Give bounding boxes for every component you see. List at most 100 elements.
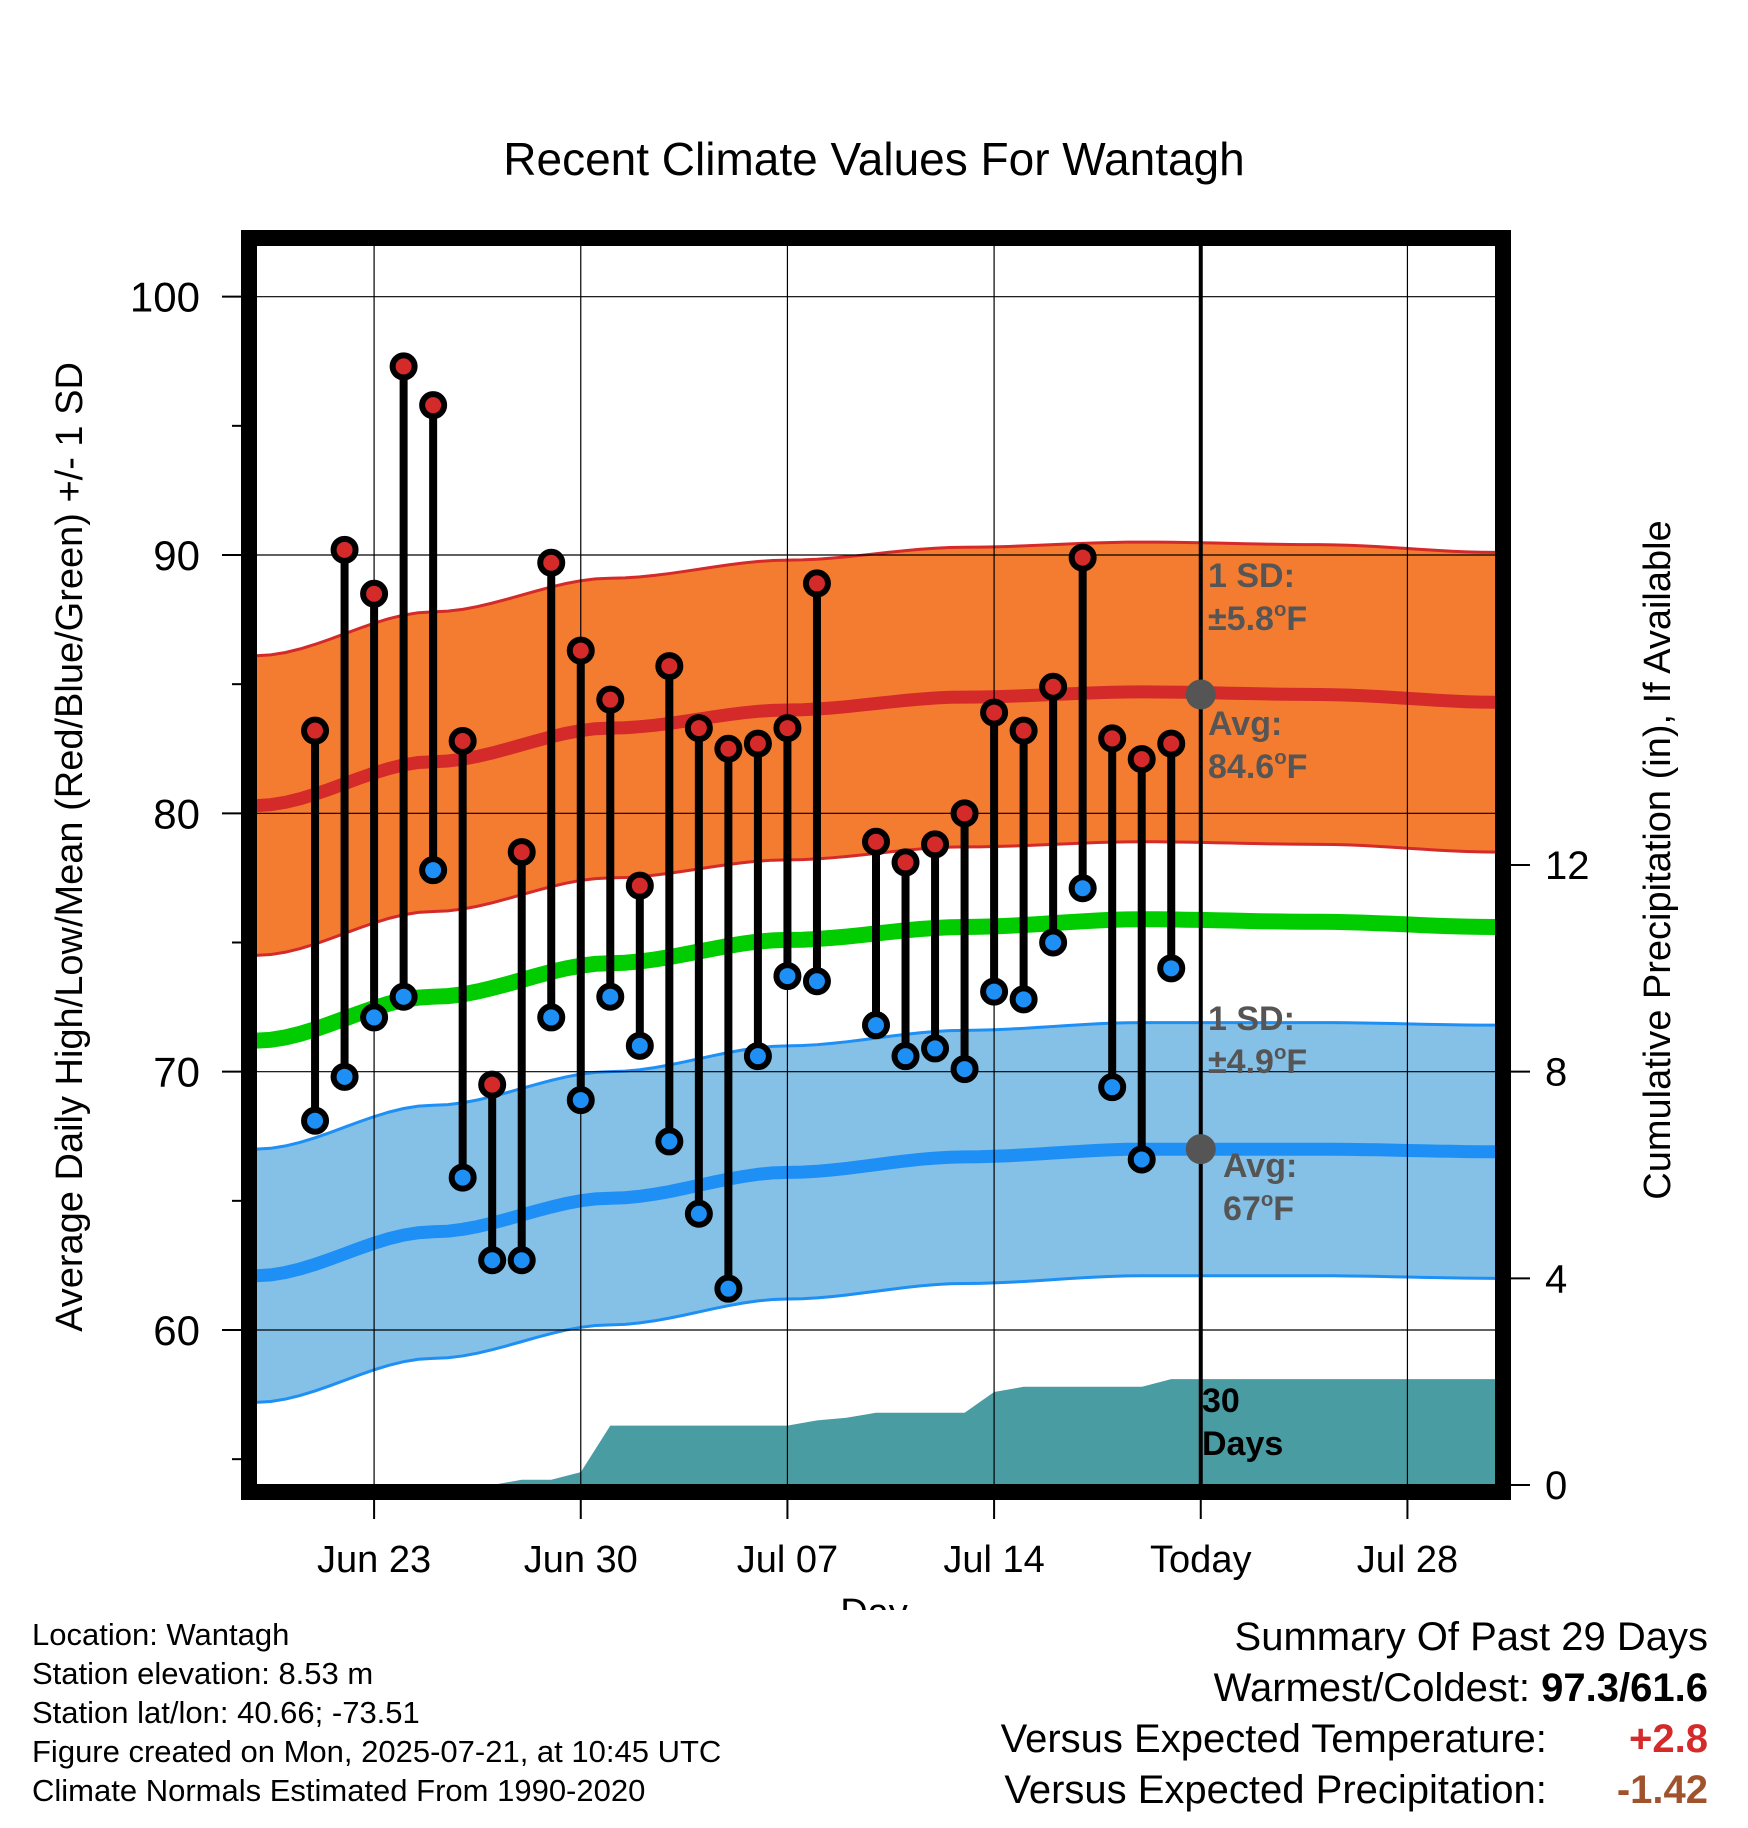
y-axis-label: Average Daily High/Low/Mean (Red/Blue/Gr… — [49, 362, 91, 1332]
observed-low-point — [389, 982, 418, 1011]
y-tick-label: 80 — [153, 790, 200, 837]
high-avg-value: 84.6oF — [1208, 747, 1307, 786]
plot-frame — [241, 230, 1511, 1500]
observed-low-point — [802, 967, 831, 996]
observed-low-point — [655, 1127, 684, 1156]
observed-low-point — [773, 962, 802, 991]
observed-high-point — [301, 716, 330, 745]
observed-low-point — [330, 1062, 359, 1091]
observed-high-point — [802, 569, 831, 598]
observed-low-point — [1068, 874, 1097, 903]
observed-high-point — [980, 698, 1009, 727]
observed-low-point — [1098, 1073, 1127, 1102]
x-tick-label: Jun 23 — [317, 1539, 431, 1581]
high-sd-band — [256, 542, 1496, 956]
observed-high-point — [773, 714, 802, 743]
precip-area — [256, 1379, 1496, 1485]
precip-label-line2: Days — [1202, 1425, 1283, 1463]
y-tick-label: 70 — [153, 1049, 200, 1096]
summary-panel: Summary Of Past 29 Days Warmest/Coldest:… — [1001, 1612, 1708, 1816]
observed-high-point — [566, 636, 595, 665]
observed-high-point — [862, 827, 890, 856]
observed-low-point — [980, 977, 1009, 1006]
observed-high-point — [1009, 716, 1038, 745]
observed-low-point — [862, 1011, 890, 1040]
location-text: Location: Wantagh — [32, 1617, 290, 1652]
observed-low-point — [566, 1086, 595, 1115]
low-avg-label: Avg: — [1223, 1147, 1297, 1185]
high-sd-value: ±5.8oF — [1208, 599, 1307, 638]
summary-title: Summary Of Past 29 Days — [1234, 1615, 1708, 1659]
observed-high-point — [950, 799, 979, 828]
y-tick-label: 90 — [153, 532, 200, 579]
low-sd-band-lower-edge — [256, 1274, 1496, 1404]
observed-high-point — [360, 579, 389, 608]
observed-low-point — [301, 1106, 330, 1135]
observed-low-point — [891, 1042, 920, 1071]
observed-high-point — [891, 848, 920, 877]
observed-high-point — [596, 685, 625, 714]
temp-departure-row: Versus Expected Temperature: +2.8 — [1001, 1714, 1708, 1765]
observed-high-point — [419, 391, 448, 420]
observed-low-point — [921, 1034, 950, 1063]
observed-low-point — [537, 1003, 566, 1032]
observed-high-point — [1157, 729, 1186, 758]
observed-low-point — [419, 856, 448, 885]
warmest-coldest-label: Warmest/Coldest: — [1213, 1666, 1531, 1710]
y2-tick-label: 0 — [1545, 1464, 1567, 1508]
observed-low-point — [1127, 1145, 1156, 1174]
x-tick-label: Jul 07 — [737, 1539, 838, 1581]
observed-low-point — [950, 1055, 979, 1084]
low-sd-value: ±4.9oF — [1208, 1042, 1307, 1081]
observed-high-point — [625, 871, 654, 900]
observed-high-point — [684, 714, 713, 743]
created-text: Figure created on Mon, 2025-07-21, at 10… — [32, 1734, 722, 1769]
y-tick-label: 100 — [130, 274, 200, 321]
low-avg-value: 67oF — [1223, 1189, 1294, 1228]
observed-high-point — [743, 729, 772, 758]
warmest-coldest-row: Warmest/Coldest: 97.3/61.6 — [1001, 1663, 1708, 1714]
observed-low-point — [596, 982, 625, 1011]
x-axis-label: Day — [840, 1592, 908, 1610]
observed-low-point — [360, 1003, 389, 1032]
x-tick-label: Jul 14 — [943, 1539, 1044, 1581]
observed-low-point — [625, 1031, 654, 1060]
y2-tick-label: 8 — [1545, 1051, 1567, 1095]
elevation-text: Station elevation: 8.53 m — [32, 1656, 374, 1691]
x-tick-label: Jun 30 — [524, 1539, 638, 1581]
observed-high-point — [389, 352, 418, 381]
observed-high-point — [921, 830, 950, 859]
y2-axis-label: Cumulative Precipitation (in), If Availa… — [1637, 520, 1679, 1199]
y2-tick-label: 4 — [1545, 1257, 1567, 1301]
precip-label-line1: 30 — [1202, 1382, 1240, 1420]
warmest-coldest-value: 97.3/61.6 — [1541, 1666, 1708, 1710]
observed-high-point — [478, 1070, 507, 1099]
y2-tick-label: 12 — [1545, 844, 1590, 888]
high-sd-band-upper-edge — [256, 540, 1496, 658]
observed-low-point — [714, 1274, 743, 1303]
normals-text: Climate Normals Estimated From 1990-2020 — [32, 1773, 646, 1808]
latlon-text: Station lat/lon: 40.66; -73.51 — [32, 1695, 420, 1730]
high-sd-label: 1 SD: — [1208, 557, 1295, 595]
precip-departure-row: Versus Expected Precipitation: -1.42 — [1001, 1765, 1708, 1816]
temp-departure-value: +2.8 — [1629, 1717, 1708, 1761]
precip-departure-value: -1.42 — [1616, 1768, 1708, 1812]
y-tick-label: 60 — [153, 1307, 200, 1354]
observed-high-point — [330, 535, 359, 564]
x-tick-label: Jul 28 — [1357, 1539, 1458, 1581]
today-high-avg-marker — [1185, 679, 1216, 710]
today-low-avg-marker — [1185, 1134, 1216, 1165]
low-sd-band — [256, 1022, 1496, 1403]
observed-high-point — [1068, 543, 1097, 572]
observed-low-point — [684, 1199, 713, 1228]
observed-high-point — [507, 838, 536, 867]
observed-low-point — [507, 1246, 536, 1275]
x-tick-label: Today — [1150, 1539, 1251, 1581]
observed-high-point — [1127, 745, 1156, 774]
station-info: Location: Wantagh Station elevation: 8.5… — [32, 1615, 721, 1810]
observed-low-point — [478, 1246, 507, 1275]
precip-departure-label: Versus Expected Precipitation: — [1004, 1768, 1547, 1812]
low-avg-line — [256, 1142, 1496, 1283]
observed-high-point — [537, 548, 566, 577]
observed-high-point — [1098, 724, 1127, 753]
